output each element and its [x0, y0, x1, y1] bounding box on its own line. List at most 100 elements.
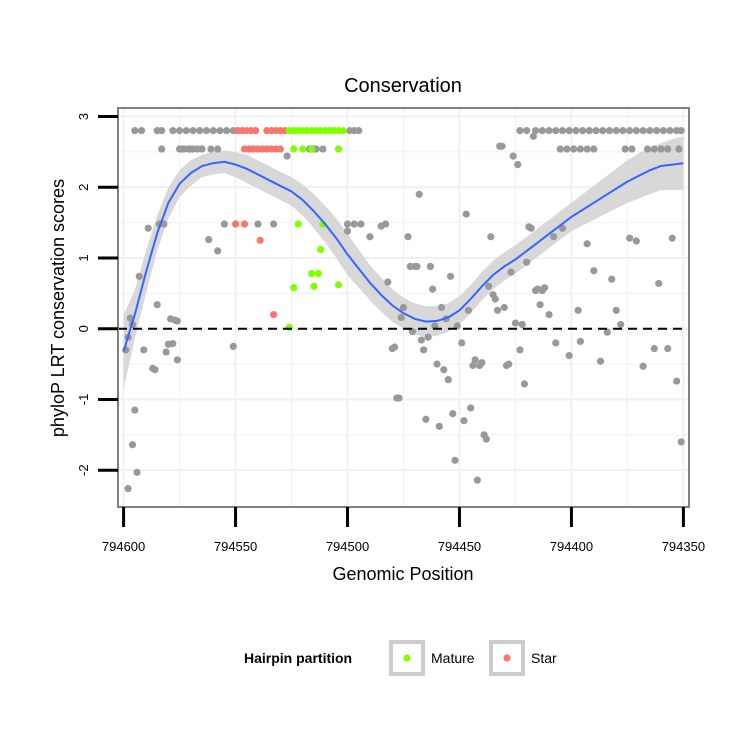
smooth-line-layer [122, 160, 684, 352]
other-point [585, 127, 593, 135]
other-point [343, 220, 352, 228]
other-point [673, 377, 681, 385]
other-point [473, 476, 481, 484]
other-point [453, 322, 461, 330]
other-point [592, 127, 600, 135]
other-point [151, 366, 159, 374]
other-point [596, 357, 605, 365]
other-point [583, 240, 591, 248]
y-tick-label: -2 [76, 464, 91, 476]
mature-point [334, 145, 343, 153]
other-point [545, 127, 553, 135]
other-point [668, 234, 676, 242]
other-point [565, 127, 573, 135]
other-point [484, 282, 493, 290]
other-point [529, 132, 537, 140]
other-point [677, 438, 685, 446]
other-point [540, 284, 549, 292]
other-point [675, 145, 683, 153]
legend-swatch-mature [403, 654, 411, 662]
legend: Hairpin partition Mature Star [244, 640, 557, 676]
other-point [505, 360, 513, 368]
other-point [458, 339, 466, 347]
other-point [137, 127, 146, 135]
other-point [545, 310, 553, 319]
other-point [464, 306, 473, 314]
other-point [446, 272, 455, 280]
other-point [646, 127, 654, 135]
other-point [357, 220, 365, 228]
other-point [509, 152, 517, 160]
mature-point [317, 245, 325, 254]
other-point [169, 339, 177, 348]
other-point [583, 145, 591, 153]
other-point [498, 142, 506, 150]
other-point [175, 127, 184, 135]
other-point [420, 346, 428, 354]
other-point [523, 258, 531, 266]
mature-point [299, 145, 307, 153]
other-point [404, 233, 412, 241]
other-point [187, 145, 195, 153]
other-point [399, 303, 408, 312]
y-tick-label: -1 [76, 394, 91, 406]
legend-label-star: Star [531, 650, 557, 666]
other-point [133, 468, 141, 476]
other-point [435, 422, 443, 430]
other-point [518, 320, 526, 329]
other-point [605, 127, 614, 135]
other-point [626, 127, 634, 135]
other-point [549, 233, 558, 241]
other-point [511, 319, 520, 327]
other-point [657, 145, 665, 153]
other-point [350, 220, 358, 228]
other-point [590, 145, 598, 153]
other-point [572, 127, 580, 135]
y-tick-label: 3 [76, 113, 91, 120]
other-point [433, 360, 441, 368]
other-point [397, 313, 405, 322]
other-point [205, 235, 213, 244]
other-point [493, 306, 502, 314]
other-point [469, 361, 477, 370]
other-point [395, 394, 403, 402]
other-point [666, 127, 674, 135]
other-point [599, 127, 607, 135]
other-point [343, 227, 352, 235]
other-point [202, 127, 211, 135]
other-point [462, 210, 470, 218]
other-point [173, 317, 181, 325]
other-point [209, 127, 217, 135]
other-point [444, 376, 452, 384]
other-point [413, 262, 421, 271]
star-point [256, 236, 264, 244]
other-point [429, 285, 437, 293]
mature-point [314, 269, 323, 278]
other-point [500, 303, 508, 312]
star-point [231, 220, 240, 228]
other-point [650, 344, 658, 353]
other-point [319, 145, 327, 153]
other-point [408, 327, 417, 336]
other-point [655, 279, 663, 288]
legend-title: Hairpin partition [244, 650, 352, 666]
other-point [366, 233, 374, 241]
x-tick-label: 794400 [550, 539, 593, 554]
other-point [214, 145, 222, 153]
other-point [538, 127, 546, 135]
other-point [514, 160, 522, 169]
other-point [162, 348, 170, 356]
other-point [460, 417, 468, 425]
mature-point [339, 127, 347, 135]
other-point [422, 415, 430, 423]
other-point [612, 306, 620, 314]
other-point [182, 127, 190, 135]
y-axis: -2 -1 0 1 2 3 [76, 113, 118, 476]
other-point [169, 127, 177, 135]
other-point [639, 127, 647, 135]
other-point [144, 224, 152, 232]
y-tick-label: 1 [76, 254, 91, 261]
other-point [124, 485, 132, 493]
other-point [590, 267, 598, 275]
legend-label-mature: Mature [431, 650, 475, 666]
